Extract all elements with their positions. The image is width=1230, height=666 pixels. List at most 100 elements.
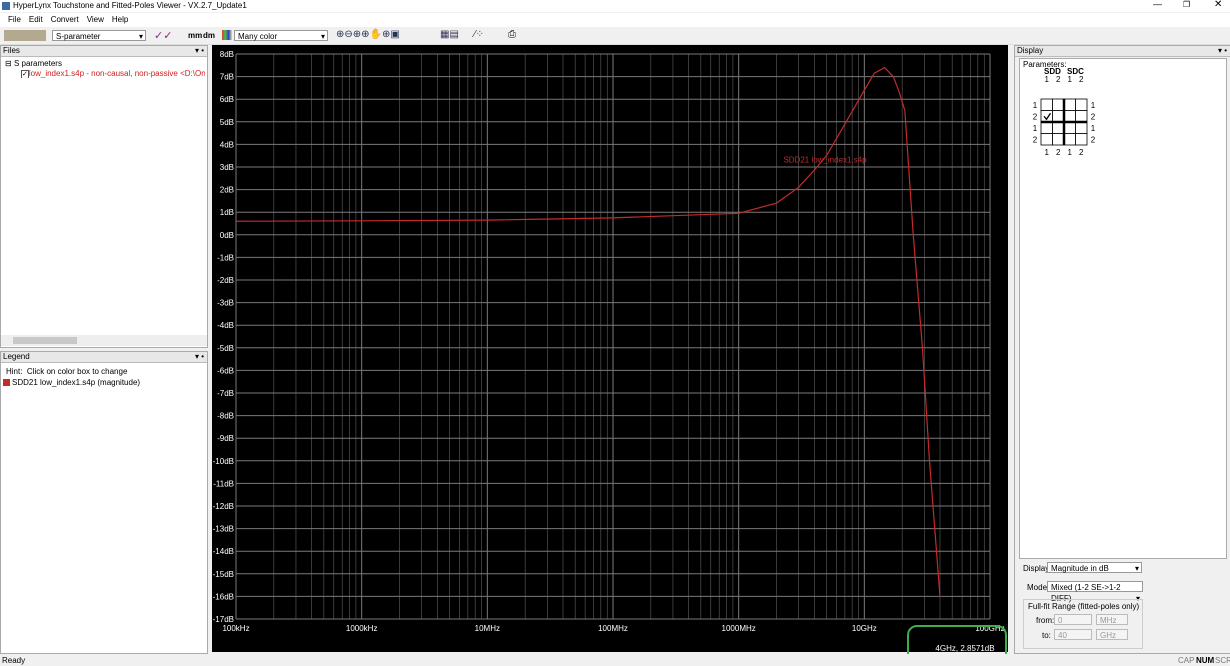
toolbar: S-parameter ▾ ✓✓ mm dm Many color ▾ ⊕⊖⊕⊕✋⊕… — [0, 28, 1230, 45]
grid-buttons[interactable]: ▦▤ — [440, 29, 459, 40]
matrix-row-number: 1 — [1033, 101, 1038, 110]
y-tick-label: -7dB — [217, 389, 234, 398]
matrix-cell[interactable] — [1052, 121, 1065, 134]
matrix-row-number: 2 — [1033, 112, 1038, 121]
display-select[interactable]: Magnitude in dB ▾ — [1047, 562, 1142, 573]
scroll-thumb[interactable] — [13, 337, 77, 344]
matrix-cell[interactable] — [1052, 110, 1065, 123]
matrix-cell[interactable] — [1040, 110, 1053, 123]
x-tick-label: 1000kHz — [346, 624, 378, 633]
minimize-button[interactable]: — — [1153, 0, 1162, 9]
to-input[interactable]: 40 — [1054, 629, 1092, 640]
to-label: to: — [1042, 631, 1051, 640]
matrix-col-number: 2 — [1079, 148, 1084, 157]
display-header-text: Display — [1017, 46, 1044, 55]
files-pane: Files ▾ • ⊟ S parameters ✓low_index1.s4p … — [0, 45, 208, 348]
x-tick-label: 1000MHz — [722, 624, 756, 633]
matrix-cell[interactable] — [1040, 121, 1053, 134]
matrix-col-number: 1 — [1068, 148, 1073, 157]
y-tick-label: 8dB — [220, 50, 234, 59]
legend-pane: Legend ▾ • Hint: Click on color box to ch… — [0, 351, 208, 654]
y-tick-label: -5dB — [217, 344, 234, 353]
y-tick-label: -11dB — [213, 479, 234, 488]
matrix-cell[interactable] — [1075, 133, 1088, 146]
matrix-cell[interactable] — [1052, 133, 1065, 146]
y-tick-label: 2dB — [220, 186, 234, 195]
chart: -17dB -16dB -15dB -14dB -13dB -12dB -11dB -10dB… — [212, 45, 1008, 652]
check-buttons[interactable]: ✓✓ — [154, 30, 173, 42]
matrix-cell[interactable] — [1040, 98, 1053, 111]
y-tick-label: -8dB — [217, 412, 234, 421]
matrix-row-number: 2 — [1091, 112, 1096, 121]
y-tick-label: 0dB — [220, 231, 234, 240]
zoom-buttons[interactable]: ⊕⊖⊕⊕✋⊕▣ — [336, 29, 400, 40]
parameter-select[interactable]: S-parameter ▾ — [52, 30, 146, 41]
matrix-cell[interactable] — [1063, 133, 1076, 146]
file-buttons[interactable] — [4, 30, 46, 41]
cursor-readout: 4GHz, 2.8571dB — [935, 644, 994, 652]
from-input[interactable]: 0 — [1054, 614, 1092, 625]
plot-background — [212, 45, 1008, 652]
restore-button[interactable]: ❐ — [1183, 0, 1191, 9]
plot-buttons[interactable]: ∕⁘ — [474, 29, 485, 40]
matrix-cell[interactable] — [1063, 110, 1076, 123]
status-bar: Ready CAP NUM SCRL — [0, 654, 1230, 666]
close-button[interactable]: ✕ — [1214, 0, 1223, 10]
parameters-label: Parameters: — [1023, 60, 1067, 69]
matrix-col-number: 1 — [1045, 148, 1050, 157]
tree-item[interactable]: ✓low_index1.s4p - non-causal, non-passiv… — [21, 69, 205, 78]
legend-header-text: Legend — [3, 352, 30, 361]
unit-mm[interactable]: mm — [188, 31, 203, 40]
x-tick-label: 10MHz — [475, 624, 500, 633]
to-unit[interactable]: GHz — [1096, 629, 1128, 640]
title-bar: HyperLynx Touchstone and Fitted-Poles Vi… — [0, 0, 1230, 12]
color-select[interactable]: Many color ▾ — [234, 30, 328, 41]
print-button[interactable]: ⎙ — [508, 29, 516, 40]
y-tick-label: -15dB — [213, 570, 234, 579]
matrix-row-number: 1 — [1091, 101, 1096, 110]
matrix-cell[interactable] — [1052, 98, 1065, 111]
y-tick-label: -13dB — [213, 525, 234, 534]
parameter-select-text: S-parameter — [56, 32, 101, 41]
display-label: Display: — [1023, 564, 1052, 573]
fit-group: Full-fit Range (fitted-poles only) from:… — [1023, 599, 1143, 649]
y-tick-label: -17dB — [213, 615, 234, 624]
y-tick-label: -2dB — [217, 276, 234, 285]
matrix-top-label: SDD — [1044, 67, 1061, 76]
menu-item[interactable]: Edit — [28, 15, 43, 24]
fit-label: Full-fit Range (fitted-poles only) — [1028, 602, 1140, 611]
series-label: SDD21 low_index1.s4p — [783, 156, 867, 165]
from-label: from: — [1036, 616, 1055, 625]
legend-swatch[interactable] — [3, 379, 10, 386]
matrix-cell[interactable] — [1063, 121, 1076, 134]
menu-item[interactable]: Help — [111, 15, 129, 24]
matrix-col-number: 2 — [1056, 75, 1061, 84]
matrix-cell[interactable] — [1040, 133, 1053, 146]
x-tick-label: 10GHz — [852, 624, 877, 633]
matrix-col-number: 2 — [1056, 148, 1061, 157]
menu-item[interactable]: Convert — [50, 15, 79, 24]
matrix-cell[interactable] — [1075, 121, 1088, 134]
y-tick-label: 6dB — [220, 95, 234, 104]
matrix-cell[interactable] — [1075, 98, 1088, 111]
h-scrollbar[interactable] — [1, 335, 207, 346]
matrix-row-number: 1 — [1091, 124, 1096, 133]
y-tick-label: -4dB — [217, 321, 234, 330]
matrix-cell[interactable] — [1063, 98, 1076, 111]
unit-dm[interactable]: dm — [203, 31, 215, 40]
display-header: Display ▾ • — [1015, 46, 1230, 57]
y-tick-label: 1dB — [220, 208, 234, 217]
menu-item[interactable]: File — [8, 15, 21, 24]
tree-root[interactable]: ⊟ S parameters — [5, 59, 62, 68]
display-pane: Display▾ • Parameters: SDDSCD11112222SDC… — [1014, 45, 1230, 654]
matrix-cell[interactable] — [1075, 110, 1088, 123]
parameter-matrix: SDDSCD11112222SDCSCC11112222 — [1033, 67, 1096, 157]
menu-item[interactable]: View — [86, 15, 104, 24]
from-unit[interactable]: MHz — [1096, 614, 1128, 625]
legend-item: SDD21 low_index1.s4p (magnitude) — [12, 378, 141, 387]
matrix-row-number: 2 — [1091, 135, 1096, 144]
mode-select[interactable]: Mixed (1-2 SE->1-2 DIFF) ▾ — [1047, 581, 1143, 603]
display-select-text: Magnitude in dB — [1051, 564, 1109, 573]
y-tick-label: 7dB — [220, 73, 234, 82]
